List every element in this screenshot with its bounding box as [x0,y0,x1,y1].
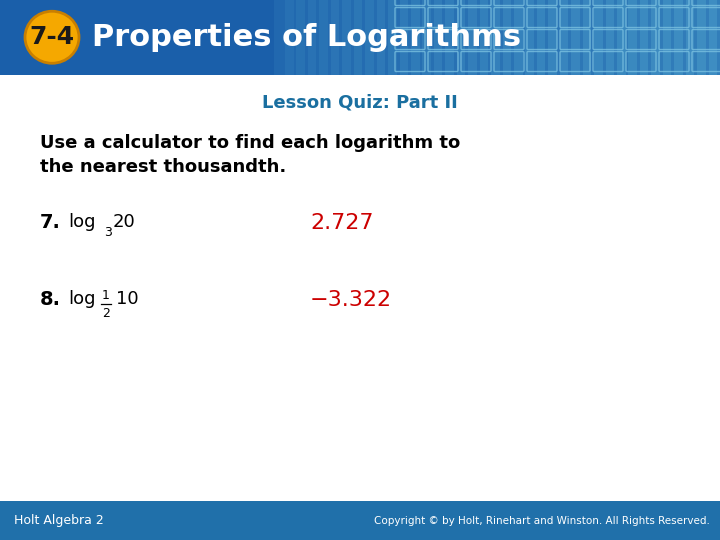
Text: Holt Algebra 2: Holt Algebra 2 [14,514,104,527]
Bar [445,0,465,75]
Bar [629,0,649,75]
Bar [537,0,557,75]
Bar [308,0,328,75]
Bar [285,0,305,75]
Bar [514,0,534,75]
Bar [456,0,477,75]
Bar [423,0,442,75]
Bar [388,0,408,75]
Text: Use a calculator to find each logarithm to: Use a calculator to find each logarithm … [40,133,460,152]
Bar [674,0,694,75]
Bar [0,501,720,540]
Bar [274,0,294,75]
Bar [320,0,339,75]
Text: 7-4: 7-4 [30,25,75,49]
Bar [0,0,720,75]
Bar [342,0,362,75]
Bar [526,0,546,75]
Text: Lesson Quiz: Part II: Lesson Quiz: Part II [262,93,458,112]
Bar [297,0,317,75]
Bar [663,0,683,75]
Bar [617,0,637,75]
Text: 20: 20 [113,213,136,231]
Text: 8.: 8. [40,290,61,309]
Bar [400,0,420,75]
Bar [503,0,523,75]
Bar [652,0,671,75]
Text: −3.322: −3.322 [310,289,392,309]
Bar [697,0,717,75]
Bar [354,0,374,75]
Bar [480,0,500,75]
Bar [685,0,706,75]
Text: 2: 2 [102,307,110,320]
Text: 10: 10 [116,289,139,307]
Text: 3: 3 [104,226,112,239]
Bar [571,0,591,75]
Bar [640,0,660,75]
Ellipse shape [25,11,79,63]
Bar [559,0,580,75]
Text: the nearest thousandth.: the nearest thousandth. [40,158,287,176]
Text: 2.727: 2.727 [310,213,374,233]
Text: log: log [68,289,96,307]
Bar [594,0,614,75]
Text: log: log [68,213,96,231]
Bar [606,0,626,75]
Bar [468,0,488,75]
Text: 7.: 7. [40,213,61,232]
Text: Copyright © by Holt, Rinehart and Winston. All Rights Reserved.: Copyright © by Holt, Rinehart and Winsto… [374,516,710,525]
Text: Properties of Logarithms: Properties of Logarithms [92,23,521,52]
Bar [411,0,431,75]
Bar [708,0,720,75]
Bar [377,0,397,75]
Bar [549,0,568,75]
Bar [365,0,385,75]
Bar [582,0,603,75]
Text: 1: 1 [102,289,110,302]
Bar [434,0,454,75]
Bar [330,0,351,75]
Bar [491,0,511,75]
